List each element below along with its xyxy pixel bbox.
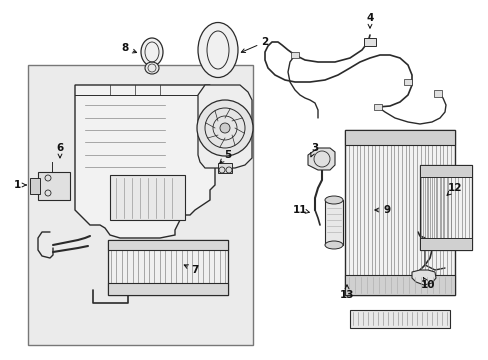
Circle shape	[197, 100, 252, 156]
Text: 6: 6	[56, 143, 63, 153]
Bar	[111, 243, 224, 292]
Bar	[419, 165, 471, 177]
Bar	[38, 172, 70, 200]
Bar	[345, 130, 454, 295]
Bar	[28, 65, 252, 345]
Bar	[108, 283, 227, 295]
Text: 9: 9	[383, 205, 390, 215]
Bar	[345, 130, 454, 145]
Bar	[218, 163, 231, 173]
Text: 8: 8	[121, 43, 128, 53]
Bar	[345, 275, 454, 295]
Bar	[403, 79, 411, 85]
Ellipse shape	[145, 62, 159, 74]
Bar	[419, 238, 471, 250]
Text: 13: 13	[339, 290, 353, 300]
Text: 2: 2	[261, 37, 268, 47]
Bar	[433, 90, 441, 97]
Bar	[419, 165, 471, 250]
Polygon shape	[198, 85, 251, 168]
Ellipse shape	[198, 22, 238, 77]
Circle shape	[220, 123, 229, 133]
Bar	[363, 38, 375, 46]
Bar	[30, 178, 40, 194]
Bar	[373, 104, 381, 110]
Text: 10: 10	[420, 280, 434, 290]
Ellipse shape	[325, 196, 342, 204]
Text: 11: 11	[292, 205, 306, 215]
Polygon shape	[411, 270, 435, 285]
Bar	[325, 200, 342, 245]
Text: 7: 7	[191, 265, 198, 275]
Bar	[110, 175, 184, 220]
Polygon shape	[307, 148, 334, 170]
Ellipse shape	[325, 241, 342, 249]
Polygon shape	[75, 85, 220, 238]
Bar	[108, 240, 227, 250]
Bar	[108, 240, 227, 295]
Text: 1: 1	[13, 180, 20, 190]
Bar	[349, 310, 449, 328]
Text: 5: 5	[224, 150, 231, 160]
Text: 4: 4	[366, 13, 373, 23]
Bar	[290, 52, 298, 58]
Text: 12: 12	[447, 183, 461, 193]
Text: 3: 3	[311, 143, 318, 153]
Ellipse shape	[141, 38, 163, 66]
